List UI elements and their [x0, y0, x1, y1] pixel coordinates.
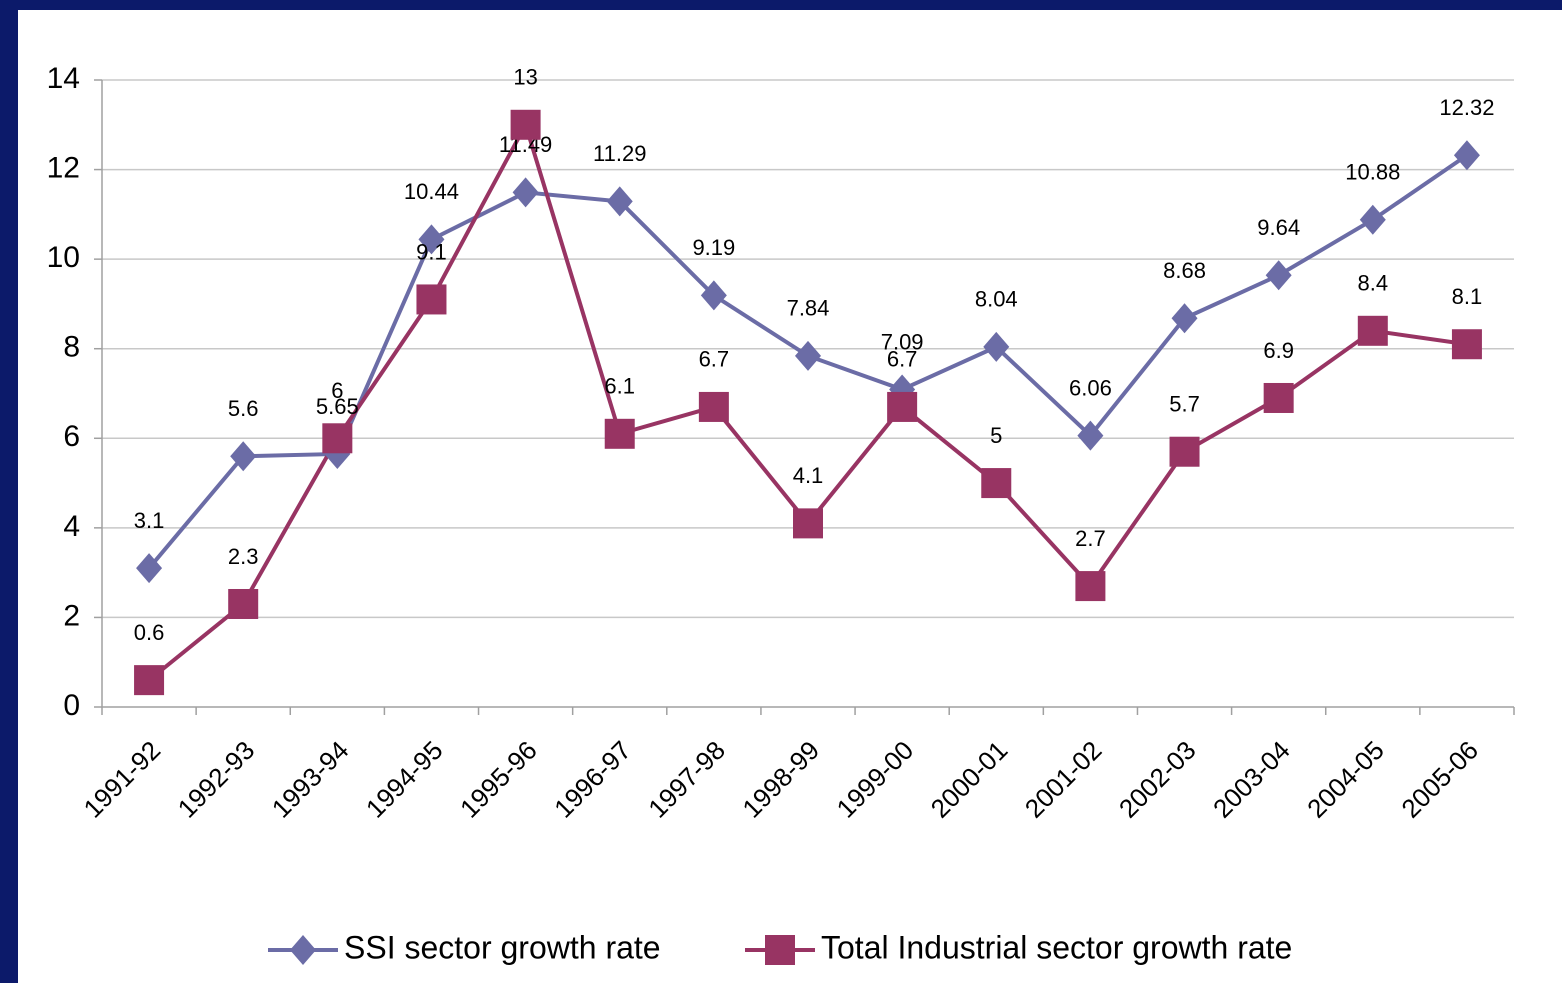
marker — [1451, 329, 1482, 360]
legend-marker — [290, 935, 316, 965]
data-label: 10.44 — [404, 179, 459, 204]
marker — [981, 468, 1012, 499]
data-label: 4.1 — [793, 463, 824, 488]
marker — [698, 391, 729, 422]
marker — [1359, 204, 1386, 235]
data-label: 0.6 — [134, 620, 165, 645]
marker — [1075, 571, 1106, 602]
marker — [606, 186, 633, 217]
marker — [793, 508, 823, 539]
marker — [510, 109, 541, 140]
data-label: 11.29 — [593, 141, 646, 166]
data-label: 12.32 — [1439, 95, 1494, 120]
y-tick-label: 10 — [47, 241, 80, 274]
marker — [134, 665, 165, 696]
data-label: 5.7 — [1169, 392, 1200, 417]
data-label: 5.65 — [316, 394, 359, 419]
marker — [983, 331, 1010, 362]
data-label: 6 — [331, 378, 343, 403]
marker — [1263, 382, 1294, 413]
data-label: 6.7 — [887, 347, 918, 372]
marker — [1453, 140, 1480, 171]
marker — [1169, 436, 1200, 467]
data-label: 9.1 — [416, 239, 447, 264]
data-label: 2.7 — [1075, 526, 1106, 551]
data-label: 7.09 — [881, 329, 924, 354]
marker — [887, 391, 918, 422]
data-label: 10.88 — [1345, 160, 1400, 185]
marker — [512, 177, 539, 208]
data-label: 9.19 — [692, 235, 735, 260]
data-label: 8.1 — [1452, 284, 1483, 309]
y-tick-label: 2 — [63, 599, 80, 632]
marker — [322, 423, 353, 454]
y-tick-label: 12 — [47, 151, 80, 184]
legend-label: SSI sector growth rate — [344, 929, 661, 965]
legend-label: Total Industrial sector growth rate — [821, 929, 1292, 965]
marker — [1077, 420, 1104, 451]
data-label: 6.9 — [1263, 338, 1294, 363]
data-label: 13 — [513, 65, 537, 90]
data-label: 8.4 — [1358, 271, 1389, 296]
marker — [416, 284, 447, 315]
chart-area — [18, 10, 1562, 983]
marker — [136, 553, 163, 584]
marker — [1171, 303, 1198, 334]
marker — [1357, 315, 1388, 346]
marker — [228, 588, 259, 619]
marker — [795, 340, 821, 371]
legend-marker — [765, 935, 795, 965]
data-label: 5 — [990, 423, 1002, 448]
data-label: 5.6 — [228, 396, 259, 421]
marker — [230, 441, 257, 472]
marker — [700, 280, 727, 311]
y-tick-label: 0 — [63, 689, 80, 722]
data-label: 8.04 — [975, 287, 1018, 312]
data-label: 8.68 — [1163, 258, 1206, 283]
data-label: 3.1 — [134, 508, 165, 533]
data-label: 7.84 — [787, 296, 830, 321]
data-label: 9.64 — [1257, 215, 1300, 240]
data-label: 2.3 — [228, 544, 259, 569]
data-label: 6.06 — [1069, 375, 1112, 400]
y-tick-label: 4 — [63, 510, 80, 543]
y-tick-label: 6 — [63, 420, 80, 453]
marker — [1265, 260, 1292, 291]
y-tick-label: 8 — [63, 331, 80, 364]
marker — [604, 418, 635, 449]
data-label: 6.7 — [699, 347, 730, 372]
legend: SSI sector growth rate Total Industrial s… — [268, 929, 1292, 965]
marker — [418, 224, 445, 255]
data-label: 6.1 — [604, 374, 635, 399]
y-tick-label: 14 — [47, 62, 80, 95]
